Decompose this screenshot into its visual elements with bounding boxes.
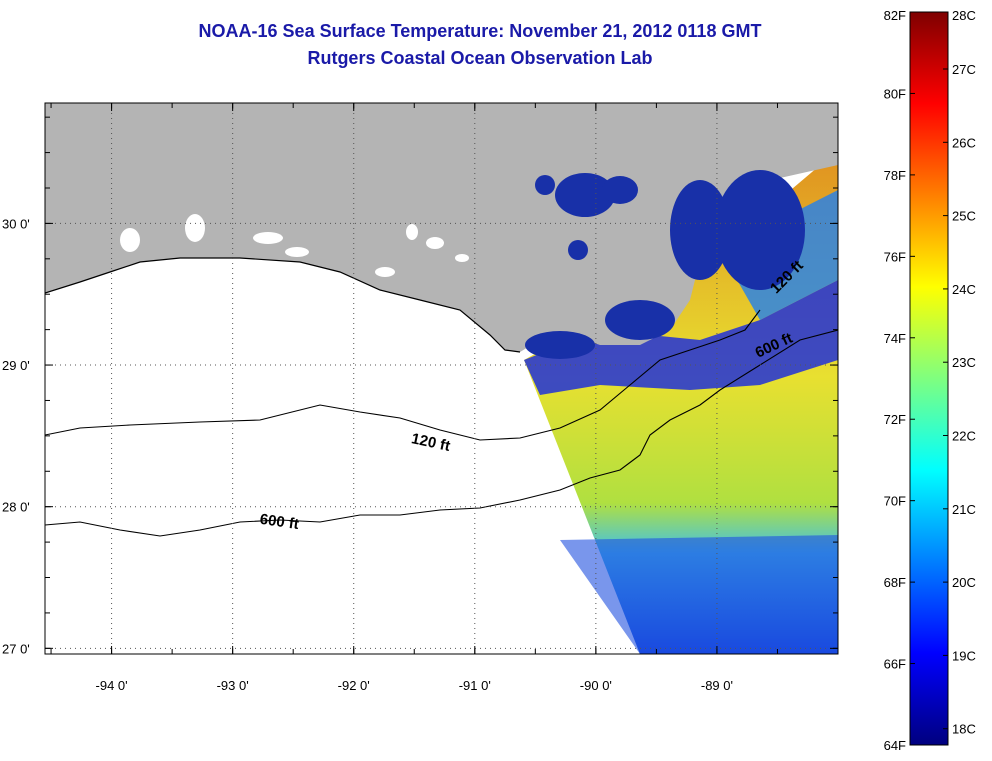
colorbar-c-label: 18C — [952, 722, 976, 737]
lat-tick-label: 27 0' — [2, 641, 30, 656]
lon-tick-label: -90 0' — [580, 678, 612, 693]
land-mass — [45, 103, 838, 352]
colorbar-f-label: 70F — [884, 494, 906, 509]
colorbar-labels: 82F 80F 78F 76F 74F 72F 70F 68F 66F 64F 28C 27C 26C 2… — [884, 8, 976, 753]
cold-patches — [525, 170, 805, 359]
colorbar-f-label: 72F — [884, 412, 906, 427]
colorbar-f-label: 80F — [884, 86, 906, 101]
colorbar-f-label: 76F — [884, 249, 906, 264]
colorbar-c-label: 19C — [952, 648, 976, 663]
graticule — [45, 103, 838, 654]
contour-600ft-west — [45, 329, 838, 537]
colorbar-c-label: 23C — [952, 355, 976, 370]
colorbar-c-label: 21C — [952, 502, 976, 517]
colorbar-f-label: 78F — [884, 168, 906, 183]
lon-tick-label: -93 0' — [217, 678, 249, 693]
lon-tick-label: -89 0' — [701, 678, 733, 693]
lon-tick-label: -94 0' — [96, 678, 128, 693]
contour-label: 600 ft — [259, 511, 300, 533]
map-frame — [44, 102, 839, 655]
colorbar-c-label: 28C — [952, 8, 976, 23]
colorbar-c-label: 27C — [952, 62, 976, 77]
colorbar-c-label: 26C — [952, 135, 976, 150]
colorbar-f-label: 82F — [884, 8, 906, 23]
colorbar — [909, 11, 949, 746]
colorbar-f-label: 64F — [884, 738, 906, 753]
lon-tick-label: -92 0' — [338, 678, 370, 693]
contour-120ft-west — [45, 309, 761, 441]
lon-tick-label: -91 0' — [459, 678, 491, 693]
colorbar-c-label: 24C — [952, 282, 976, 297]
lat-tick-label: 30 0' — [2, 216, 30, 231]
colorbar-f-label: 66F — [884, 657, 906, 672]
lat-tick-label: 29 0' — [2, 358, 30, 373]
lakes — [120, 214, 469, 277]
axis-ticks: -94 0' -93 0' -92 0' -91 0' -90 0' -89 0' 30 0… — [2, 103, 838, 693]
colorbar-c-label: 25C — [952, 209, 976, 224]
colorbar-f-label: 74F — [884, 331, 906, 346]
colorbar-c-label: 22C — [952, 429, 976, 444]
colorbar-f-label: 68F — [884, 575, 906, 590]
map-subtitle: Rutgers Coastal Ocean Observation Lab — [307, 48, 653, 68]
colorbar-c-label: 20C — [952, 575, 976, 590]
lat-tick-label: 28 0' — [2, 500, 30, 515]
map-title: NOAA-16 Sea Surface Temperature: Novembe… — [198, 21, 762, 41]
coastline — [45, 257, 521, 353]
